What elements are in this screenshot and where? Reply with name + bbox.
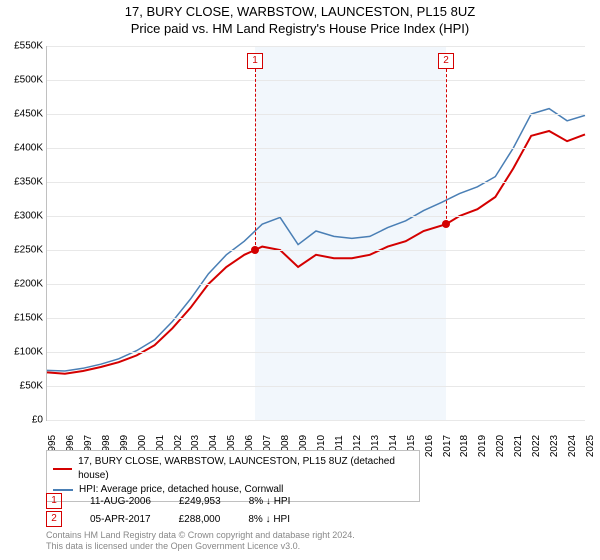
gridline-y (47, 80, 585, 81)
event-delta-1: 8% ↓ HPI (249, 496, 291, 507)
event-table: 1 11-AUG-2006 £249,953 8% ↓ HPI 2 05-APR… (46, 492, 290, 528)
footer-line-2: This data is licensed under the Open Gov… (46, 541, 355, 552)
event-delta-2: 8% ↓ HPI (248, 514, 290, 525)
legend-row-property: 17, BURY CLOSE, WARBSTOW, LAUNCESTON, PL… (53, 455, 413, 483)
chart-plot-area: £0£50K£100K£150K£200K£250K£300K£350K£400… (46, 46, 585, 421)
y-tick-label: £250K (14, 245, 43, 256)
event-row-1: 1 11-AUG-2006 £249,953 8% ↓ HPI (46, 492, 290, 510)
gridline-y (47, 352, 585, 353)
x-tick-label: 2017 (442, 435, 453, 457)
x-tick-label: 2022 (531, 435, 542, 457)
legend-label-property: 17, BURY CLOSE, WARBSTOW, LAUNCESTON, PL… (78, 455, 413, 483)
event-date-2: 05-APR-2017 (90, 514, 151, 525)
x-tick-label: 2018 (459, 435, 470, 457)
event-price-1: £249,953 (179, 496, 221, 507)
event-date-1: 11-AUG-2006 (90, 496, 151, 507)
chart-container: 17, BURY CLOSE, WARBSTOW, LAUNCESTON, PL… (0, 0, 600, 560)
x-tick-label: 2021 (513, 435, 524, 457)
gridline-y (47, 284, 585, 285)
event-row-2: 2 05-APR-2017 £288,000 8% ↓ HPI (46, 510, 290, 528)
gridline-y (47, 46, 585, 47)
y-tick-label: £100K (14, 347, 43, 358)
marker-callout-2: 2 (438, 53, 454, 69)
y-tick-label: £300K (14, 211, 43, 222)
x-tick-label: 2016 (424, 435, 435, 457)
x-tick-label: 2023 (549, 435, 560, 457)
y-tick-label: £0 (32, 415, 43, 426)
x-tick-label: 2025 (585, 435, 596, 457)
y-tick-label: £400K (14, 143, 43, 154)
gridline-y (47, 318, 585, 319)
series-property (47, 131, 585, 374)
gridline-y (47, 420, 585, 421)
y-tick-label: £150K (14, 313, 43, 324)
x-tick-label: 2024 (567, 435, 578, 457)
x-tick-label: 2019 (477, 435, 488, 457)
x-tick-label: 2020 (495, 435, 506, 457)
marker-callout-1: 1 (247, 53, 263, 69)
title-block: 17, BURY CLOSE, WARBSTOW, LAUNCESTON, PL… (0, 0, 600, 38)
marker-point-2 (442, 220, 450, 228)
marker-point-1 (251, 246, 259, 254)
event-price-2: £288,000 (179, 514, 221, 525)
event-badge-2: 2 (46, 511, 62, 527)
marker-line-1 (255, 69, 256, 250)
gridline-y (47, 182, 585, 183)
title-subtitle: Price paid vs. HM Land Registry's House … (0, 21, 600, 38)
y-tick-label: £350K (14, 177, 43, 188)
y-tick-label: £500K (14, 75, 43, 86)
marker-line-2 (446, 69, 447, 224)
chart-svg (47, 46, 585, 420)
event-badge-1: 1 (46, 493, 62, 509)
gridline-y (47, 114, 585, 115)
y-tick-label: £50K (20, 381, 43, 392)
legend-swatch-property (53, 468, 72, 470)
y-tick-label: £450K (14, 109, 43, 120)
gridline-y (47, 250, 585, 251)
gridline-y (47, 386, 585, 387)
title-address: 17, BURY CLOSE, WARBSTOW, LAUNCESTON, PL… (0, 4, 600, 21)
gridline-y (47, 216, 585, 217)
legend-swatch-hpi (53, 489, 73, 491)
footer-text: Contains HM Land Registry data © Crown c… (46, 530, 355, 552)
gridline-y (47, 148, 585, 149)
footer-line-1: Contains HM Land Registry data © Crown c… (46, 530, 355, 541)
y-tick-label: £200K (14, 279, 43, 290)
y-tick-label: £550K (14, 41, 43, 52)
